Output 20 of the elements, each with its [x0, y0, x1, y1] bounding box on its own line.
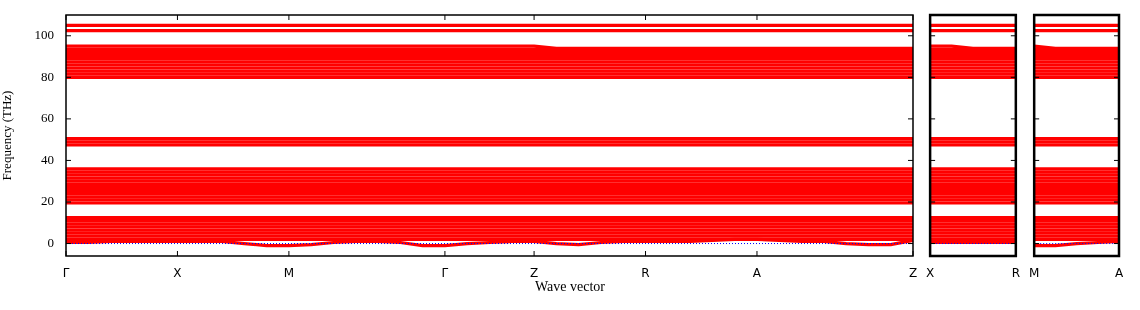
x-tick-label: M: [283, 266, 295, 281]
x-tick-label: A: [752, 266, 762, 281]
y-axis-title: Frequency (THz): [0, 90, 15, 181]
y-tick-label: 100: [34, 27, 54, 43]
x-tick-label: A: [1114, 266, 1124, 281]
x-tick-label: Γ: [441, 266, 449, 281]
x-tick-label: R: [1011, 266, 1020, 281]
y-tick-label: 80: [41, 68, 54, 84]
x-tick-label: R: [641, 266, 650, 281]
x-tick-label: X: [173, 266, 182, 281]
x-tick-label: Z: [908, 266, 918, 281]
x-tick-label: M: [1029, 266, 1040, 281]
x-tick-label: Γ: [62, 266, 70, 281]
x-tick-label: X: [925, 266, 935, 281]
x-tick-label: Z: [529, 266, 539, 281]
y-tick-label: 20: [41, 193, 54, 209]
y-tick-label: 0: [47, 234, 54, 250]
y-tick-label: 40: [41, 151, 54, 167]
y-tick-label: 60: [41, 110, 54, 126]
x-axis-title: Wave vector: [534, 279, 606, 295]
